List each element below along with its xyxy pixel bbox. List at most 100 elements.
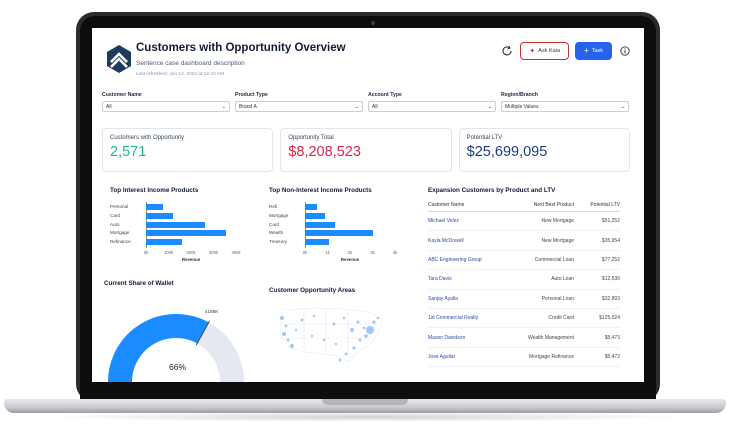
chevron-down-icon: ⌄ [354, 103, 359, 110]
bar[interactable] [146, 221, 205, 228]
map-dot[interactable] [362, 326, 366, 330]
kpi-label: Opportunity Total [288, 135, 334, 141]
kpi-card-potential-ltv[interactable]: Potential LTV $25,699,095 [458, 128, 630, 172]
map-dot[interactable] [366, 326, 374, 334]
filter-label: Customer Name [102, 92, 142, 98]
map-dot[interactable] [312, 314, 316, 318]
column-header[interactable]: Next Best Product [533, 202, 574, 208]
table-cell: Commercial Loan [534, 256, 574, 263]
select-value: Brand A [239, 103, 257, 110]
map-dot[interactable] [358, 338, 362, 342]
customer-name-link[interactable]: Sanjay Ayalla [428, 295, 458, 302]
bar[interactable] [146, 239, 182, 246]
map-dot[interactable] [334, 342, 338, 346]
customer-name-link[interactable]: Michael Velez [428, 218, 459, 225]
table-cell: Auto Loan [551, 276, 574, 283]
table-row[interactable]: Sanjay Ayalla Personal Loan $32,893 [428, 290, 620, 309]
map-dot[interactable] [322, 338, 326, 342]
customer-name-link[interactable]: 1st Commercial Realty [428, 315, 479, 322]
bar[interactable] [305, 239, 329, 246]
map-dot[interactable] [284, 324, 288, 328]
bar[interactable] [146, 212, 173, 219]
gauge-marker [195, 320, 211, 346]
sparkle-icon: ✦ [529, 48, 536, 55]
map-dot[interactable] [350, 328, 354, 332]
map-dot[interactable] [344, 352, 348, 356]
map-dot[interactable] [338, 358, 342, 362]
wallet-title: Current Share of Wallet [104, 280, 174, 287]
table-row[interactable]: Jose Aguilar Mortgage Refinance $5,472 [428, 348, 620, 368]
table-row[interactable]: Michael Velez New Mortgage $51,252 [428, 212, 620, 232]
expansion-title: Expansion Customers by Product and LTV [428, 187, 556, 194]
refresh-button[interactable] [500, 44, 514, 58]
task-button[interactable]: + Task [575, 42, 612, 60]
share-of-wallet-gauge [108, 314, 244, 382]
map-dot[interactable] [356, 320, 360, 324]
region-branch-select[interactable]: Multiple Values ⌄ [501, 101, 629, 112]
bar-category-label: Refinance [110, 239, 131, 245]
table-row[interactable]: 1st Commercial Realty Credit Card $125,024 [428, 309, 620, 329]
map-dot[interactable] [280, 316, 284, 320]
map-title: Customer Opportunity Areas [269, 287, 356, 294]
table-cell: New Mortgage [541, 218, 574, 225]
bar[interactable] [305, 230, 373, 237]
customer-name-link[interactable]: ABC Engineering Group [428, 256, 482, 263]
bar-category-label: Card [110, 212, 120, 218]
map-dot[interactable] [372, 320, 376, 324]
laptop-notch [322, 399, 408, 405]
table-cell: $77,252 [601, 256, 620, 263]
table-cell: $5,472 [604, 353, 620, 360]
column-header[interactable]: Potential LTV [590, 202, 620, 208]
filter-customer-name: Customer Name All ⌄ [102, 92, 230, 112]
map-dot[interactable] [282, 332, 286, 336]
bar-category-label: Wealth [269, 230, 284, 236]
map-dot[interactable] [342, 316, 346, 320]
map-dot[interactable] [300, 318, 304, 322]
filter-label: Account Type [368, 92, 402, 98]
bar-category-label: Personal [110, 204, 129, 209]
map-dot[interactable] [310, 334, 314, 338]
axis-tick-label: 0k [143, 250, 149, 255]
customer-name-link[interactable]: Tara Davis [428, 276, 452, 283]
opportunity-map[interactable] [274, 300, 394, 368]
bar[interactable] [305, 221, 336, 228]
table-row[interactable]: Mason Davidson Wealth Management $5,473 [428, 328, 620, 348]
table-row[interactable]: Kayla McDowell New Mortgage $35,954 [428, 231, 620, 251]
table-cell: New Mortgage [541, 237, 574, 244]
table-row[interactable]: ABC Engineering Group Commercial Loan $77,… [428, 251, 620, 271]
table-cell: $32,893 [601, 295, 620, 302]
map-dot[interactable] [376, 316, 380, 320]
kpi-card-opportunity-total[interactable]: Opportunity Total $8,208,523 [280, 128, 452, 172]
customer-name-link[interactable]: Mason Davidson [428, 334, 466, 341]
product-type-select[interactable]: Brand A ⌄ [235, 101, 363, 112]
axis-tick-label: 100k [163, 250, 174, 255]
bar[interactable] [146, 230, 226, 237]
kpi-card-customers[interactable]: Customers with Opportunity 2,571 [102, 128, 274, 172]
axis-tick-label: 3k [370, 250, 375, 255]
kpi-label: Customers with Opportunity [110, 135, 185, 141]
map-dot[interactable] [294, 328, 298, 332]
map-dot[interactable] [332, 322, 336, 326]
customer-name-link[interactable]: Jose Aguilar [428, 353, 456, 360]
filter-label: Product Type [235, 92, 268, 98]
map-dot[interactable] [364, 334, 368, 338]
account-type-select[interactable]: All ⌄ [368, 101, 496, 112]
bar[interactable] [146, 204, 163, 210]
axis-tick-label: 400k [231, 250, 241, 255]
map-dot[interactable] [352, 346, 356, 350]
bar[interactable] [305, 212, 326, 219]
filter-account-type: Account Type All ⌄ [368, 92, 496, 112]
map-dot[interactable] [286, 338, 290, 342]
map-dot[interactable] [290, 344, 294, 348]
bar[interactable] [305, 204, 318, 210]
info-icon [620, 46, 630, 56]
kpi-value: $25,699,095 [466, 144, 548, 160]
kpi-row: Customers with Opportunity 2,571 Opportu… [102, 128, 630, 172]
chevron-down-icon: ⌄ [221, 103, 226, 110]
ask-kaia-button[interactable]: ✦ Ask Kaia [520, 42, 570, 60]
table-row[interactable]: Tara Davis Auto Loan $12,536 [428, 270, 620, 290]
customer-name-link[interactable]: Kayla McDowell [428, 237, 464, 244]
customer-name-select[interactable]: All ⌄ [102, 101, 230, 112]
info-button[interactable] [618, 44, 632, 58]
column-header[interactable]: Customer Name [428, 202, 465, 208]
